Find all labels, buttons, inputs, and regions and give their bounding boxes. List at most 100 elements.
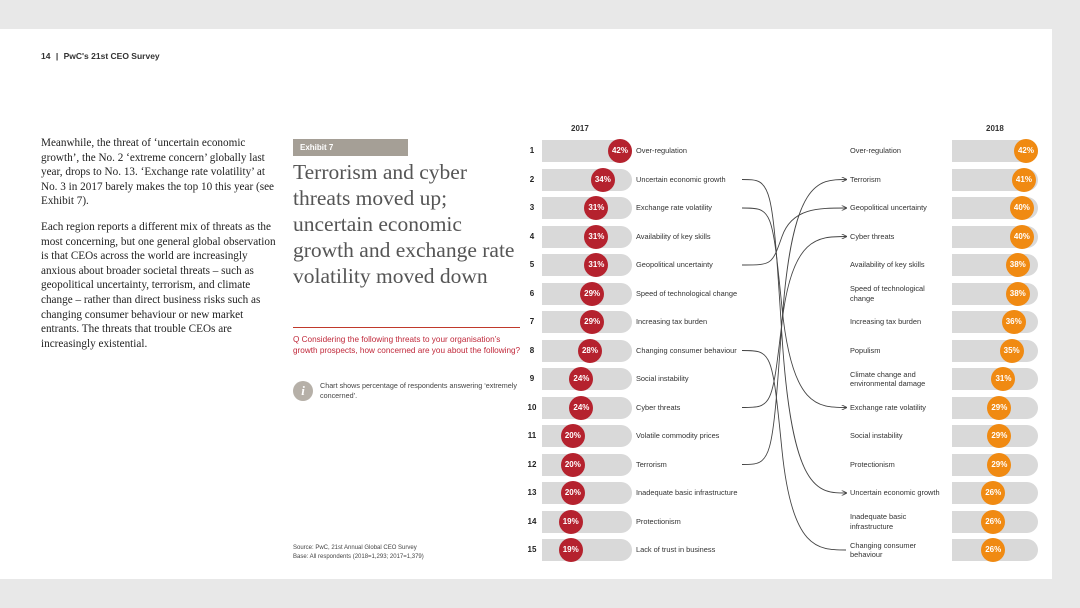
threat-label-2017: Cyber threats	[636, 402, 681, 412]
threat-label-2017: Volatile commodity prices	[636, 431, 720, 441]
rank-number: 11	[527, 431, 537, 440]
value-2017-label: 28%	[578, 338, 602, 363]
rank-number: 7	[529, 317, 535, 326]
threat-label-2018: Uncertain economic growth	[850, 488, 940, 498]
value-2018-label: 29%	[987, 452, 1012, 477]
rank-number: 12	[527, 459, 537, 469]
threat-label-2018: Exchange rate volatility	[850, 402, 926, 412]
year-2018-label: 2018	[986, 124, 1004, 133]
threat-label-2017: Speed of technological change	[636, 288, 738, 298]
bar-2018: 36%	[952, 310, 1038, 334]
value-2018-label: 31%	[991, 367, 1016, 391]
bar-2017: 20%	[542, 452, 632, 477]
bar-2018: 29%	[952, 452, 1038, 477]
bar-2018: 42%	[952, 139, 1038, 163]
value-2017-label: 42%	[608, 139, 632, 163]
value-2018-label: 29%	[987, 424, 1012, 448]
bar-2018: 26%	[952, 481, 1038, 505]
rank-connector-line	[741, 179, 846, 494]
value-2018-label: 40%	[1009, 224, 1034, 249]
value-2018-label: 26%	[981, 481, 1006, 505]
threat-label-2018: Increasing tax burden	[850, 317, 922, 327]
rank-connector-line	[741, 180, 846, 465]
threat-label-2018: Populism	[850, 345, 881, 355]
value-2018-label: 26%	[981, 538, 1006, 562]
bar-2017: 31%	[542, 253, 632, 277]
value-2018-label: 41%	[1011, 167, 1036, 192]
value-2017-label: 31%	[584, 224, 609, 249]
bar-2017: 28%	[542, 338, 632, 363]
value-2017-label: 29%	[580, 310, 605, 334]
report-page: 14 | PwC's 21st CEO Survey Meanwhile, th…	[0, 29, 1052, 579]
value-2018-label: 42%	[1014, 139, 1038, 163]
bar-2017: 19%	[542, 509, 632, 534]
threat-label-2018: Changing consumer behaviour	[850, 540, 917, 560]
page-number: 14	[41, 51, 51, 61]
rank-number: 10	[527, 402, 537, 412]
report-title: PwC's 21st CEO Survey	[63, 51, 160, 61]
source-line: Source: PwC, 21st Annual Global CEO Surv…	[293, 545, 417, 551]
bar-2018: 38%	[952, 253, 1038, 277]
threat-label-2017: Social instability	[636, 374, 689, 384]
rank-number: 15	[527, 545, 537, 554]
value-2017-label: 20%	[560, 481, 585, 505]
threat-label-2017: Geopolitical uncertainty	[636, 260, 713, 270]
value-2017-label: 24%	[569, 395, 594, 420]
threat-label-2018: Inadequate basic infrastructure	[850, 512, 907, 531]
threat-label-2018: Social instability	[850, 431, 903, 441]
info-icon: i	[293, 381, 313, 401]
exhibit-tag: Exhibit 7	[293, 139, 408, 156]
bar-2017: 24%	[542, 367, 632, 391]
survey-question: Q Considering the following threats to y…	[293, 335, 521, 355]
threat-label-2017: Inadequate basic infrastructure	[636, 488, 738, 498]
bar-2018: 29%	[952, 395, 1038, 420]
year-2017-label: 2017	[571, 124, 589, 133]
body-text: Meanwhile, the threat of ‘uncertain econ…	[41, 136, 284, 362]
threat-label-2018: Availability of key skills	[850, 260, 925, 270]
threat-label-2017: Terrorism	[636, 459, 667, 469]
exhibit-title: Terrorism and cyber threats moved up; un…	[293, 160, 515, 288]
value-2017-label: 34%	[590, 167, 615, 192]
body-paragraph: Each region reports a different mix of t…	[41, 220, 276, 350]
bar-2018: 26%	[952, 509, 1038, 534]
rank-number: 8	[529, 345, 535, 355]
threat-label-2018: Speed of technological change	[850, 284, 925, 303]
chart-note: Chart shows percentage of respondents an…	[320, 381, 517, 400]
header-separator: |	[55, 51, 59, 61]
bar-2017: 20%	[542, 481, 632, 505]
value-2017-label: 31%	[584, 196, 609, 220]
rank-number: 14	[527, 516, 537, 526]
bar-2018: 40%	[952, 196, 1038, 220]
threat-label-2018: Terrorism	[850, 174, 881, 184]
bar-2017: 29%	[542, 281, 632, 306]
threat-label-2018: Over-regulation	[850, 146, 901, 156]
threat-label-2017: Protectionism	[636, 516, 681, 526]
ranking-connectors	[741, 29, 1052, 551]
value-2018-label: 36%	[1001, 310, 1026, 334]
bar-2017: 31%	[542, 224, 632, 249]
bar-2018: 26%	[952, 538, 1038, 562]
rank-number: 4	[529, 231, 535, 241]
bar-2018: 35%	[952, 338, 1038, 363]
value-2017-label: 24%	[569, 367, 594, 391]
rank-number: 2	[529, 174, 535, 184]
bar-2017: 19%	[542, 538, 632, 562]
value-2017-label: 19%	[558, 538, 583, 562]
rank-number: 1	[529, 146, 535, 155]
value-2017-label: 20%	[560, 452, 585, 477]
threat-label-2017: Uncertain economic growth	[636, 174, 726, 184]
threat-label-2018: Geopolitical uncertainty	[850, 203, 927, 213]
threat-label-2018: Protectionism	[850, 459, 895, 469]
threat-label-2018: Climate change and environmental damage	[850, 369, 926, 389]
bar-2017: 29%	[542, 310, 632, 334]
page-header: 14 | PwC's 21st CEO Survey	[41, 51, 160, 61]
bar-2017: 34%	[542, 167, 632, 192]
value-2018-label: 29%	[987, 395, 1012, 420]
threat-label-2017: Increasing tax burden	[636, 317, 708, 327]
bar-2018: 38%	[952, 281, 1038, 306]
threat-label-2017: Exchange rate volatility	[636, 203, 712, 213]
rank-connector-line	[741, 208, 846, 266]
bar-2017: 20%	[542, 424, 632, 448]
value-2018-label: 38%	[1005, 253, 1030, 277]
base-line: Base: All respondents (2018=1,293; 2017=…	[293, 553, 424, 560]
